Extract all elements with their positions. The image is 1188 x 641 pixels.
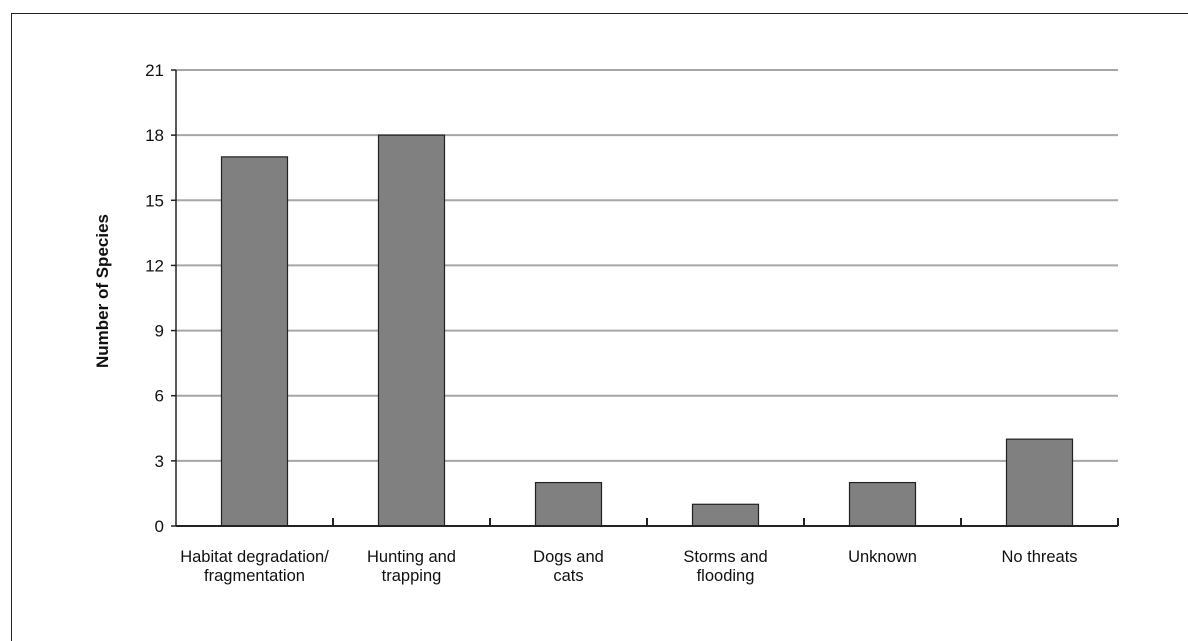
y-tick-label: 12 [145,256,164,275]
bar [1005,438,1074,527]
axes [171,69,1119,527]
chart-frame [11,13,1188,641]
x-category-labels: Habitat degradation/fragmentation Hunting… [180,548,1077,585]
y-tick-label: 6 [155,387,164,406]
bar [848,481,917,527]
bars [220,134,1074,527]
y-tick-label: 9 [155,322,164,341]
x-category-label: Storms and flooding [683,548,767,585]
x-category-label: Unknown [848,548,917,566]
x-category-label: Dogs and cats [533,548,604,585]
y-axis-title: Number of Species [93,214,112,368]
y-tick-label: 15 [145,191,164,210]
bar [220,156,289,527]
bar [534,481,603,527]
x-category-label: Hunting and trapping [367,548,456,585]
y-tick-label: 3 [155,452,164,471]
y-tick-labels: 0 3 6 9 12 15 18 21 [145,61,164,536]
y-tick-label: 21 [145,61,164,80]
bar [377,134,446,527]
x-category-label: No threats [1001,548,1077,566]
y-tick-label: 18 [145,126,164,145]
bar [691,503,760,527]
gridlines [176,69,1118,462]
x-category-label: Habitat degradation/fragmentation [180,548,329,585]
y-tick-label: 0 [155,517,164,536]
